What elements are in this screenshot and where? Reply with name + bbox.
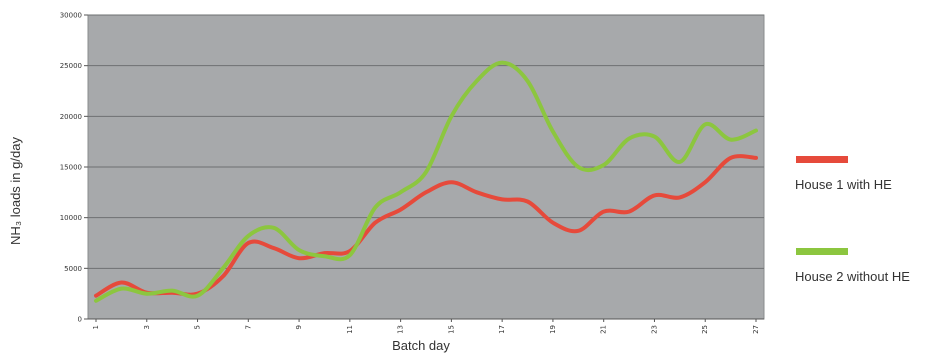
series-lines	[94, 60, 758, 303]
x-tick-label: 25	[701, 325, 709, 334]
x-tick-label: 21	[600, 325, 608, 334]
x-axis-label: Batch day	[392, 338, 450, 353]
y-tick-label: 20000	[60, 113, 82, 121]
y-axis-label: NH₃ loads in g/day	[8, 137, 23, 245]
x-tick-label: 7	[244, 325, 252, 329]
y-tick-label: 30000	[60, 12, 82, 20]
x-tick-label: 1	[92, 325, 100, 329]
x-axis-ticks: 1 3 5 7 9 11 13 15 17 19 21 23 25 27	[88, 318, 764, 334]
y-tick-label: 25000	[60, 62, 82, 70]
x-tick-label: 17	[498, 325, 506, 334]
series-line-2	[94, 60, 758, 303]
x-tick-label: 19	[549, 325, 557, 334]
y-axis-ticks: 0 5000 10000 15000 20000 25000 30000	[60, 12, 88, 324]
legend-label: House 2 without HE	[795, 269, 910, 284]
x-tick-label: 9	[295, 325, 303, 329]
y-tick-label: 10000	[60, 214, 82, 222]
legend-swatch	[796, 248, 848, 255]
x-tick-label: 5	[194, 325, 202, 329]
x-tick-label: 3	[143, 325, 151, 329]
x-tick-label: 15	[447, 325, 455, 334]
y-tick-label: 5000	[64, 265, 82, 273]
y-tick-label: 0	[78, 316, 82, 324]
legend: House 1 with HE House 2 without HE	[795, 156, 910, 284]
x-tick-label: 27	[752, 325, 760, 334]
x-tick-label: 11	[346, 325, 354, 334]
legend-label: House 1 with HE	[795, 177, 892, 192]
y-tick-label: 15000	[60, 164, 82, 172]
x-tick-label: 23	[650, 325, 658, 334]
x-tick-label: 13	[397, 325, 405, 334]
legend-swatch	[796, 156, 848, 163]
